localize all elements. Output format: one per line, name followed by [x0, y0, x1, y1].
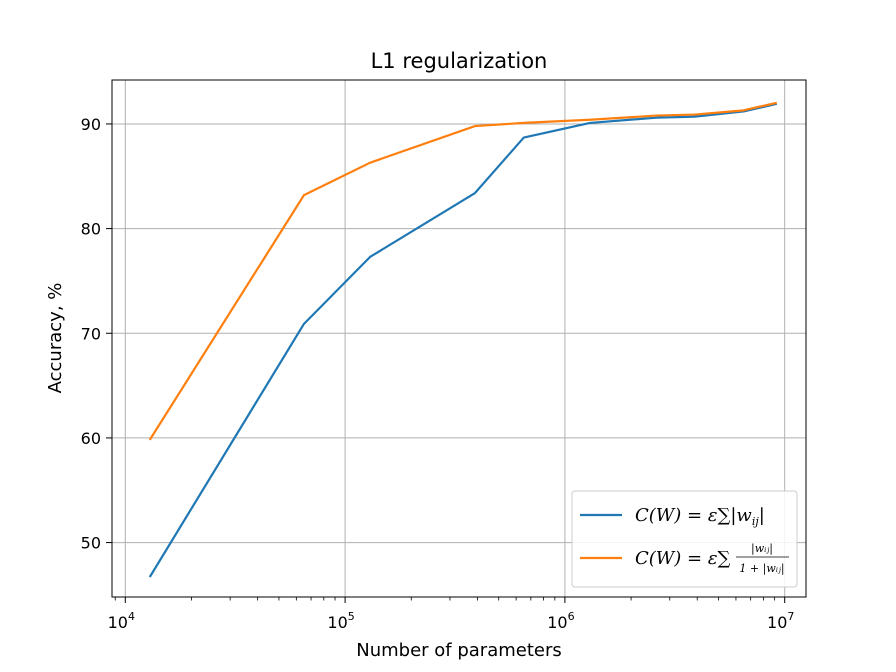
- legend-label-series-1: C(W) = ε∑|wij|: [635, 505, 765, 528]
- x-axis-ticks: 104 105 106 107: [108, 597, 794, 632]
- y-axis-ticks: 50 60 70 80 90: [81, 115, 112, 553]
- plot-frame: [111, 79, 807, 598]
- legend-label-series-2-numerator: |wᵢⱼ|: [751, 542, 773, 556]
- legend-label-series-2-lhs: C(W) = ε∑: [635, 548, 731, 569]
- grid: [112, 80, 806, 597]
- x-tick-label: 106: [547, 610, 574, 632]
- y-tick-label: 70: [81, 324, 101, 343]
- legend-label-series-2-denominator: 1 + |wᵢⱼ|: [739, 562, 784, 576]
- x-tick-label: 105: [327, 610, 354, 632]
- x-tick-label: 104: [108, 610, 135, 632]
- y-tick-label: 60: [81, 429, 101, 448]
- y-tick-label: 90: [81, 115, 101, 134]
- y-axis-label: Accuracy, %: [45, 283, 66, 394]
- y-tick-label: 50: [81, 534, 101, 553]
- legend-box: [571, 490, 798, 588]
- chart-title: L1 regularization: [371, 49, 548, 73]
- legend: C(W) = ε∑|wij| C(W) = ε∑ |wᵢⱼ| 1 + |wᵢⱼ|: [571, 490, 798, 588]
- series-line-2: [148, 101, 778, 441]
- x-tick-label: 107: [767, 610, 794, 632]
- series-lines: [148, 101, 778, 578]
- x-axis-label: Number of parameters: [356, 640, 562, 661]
- series-line-1: [148, 102, 778, 578]
- y-tick-label: 80: [81, 220, 101, 239]
